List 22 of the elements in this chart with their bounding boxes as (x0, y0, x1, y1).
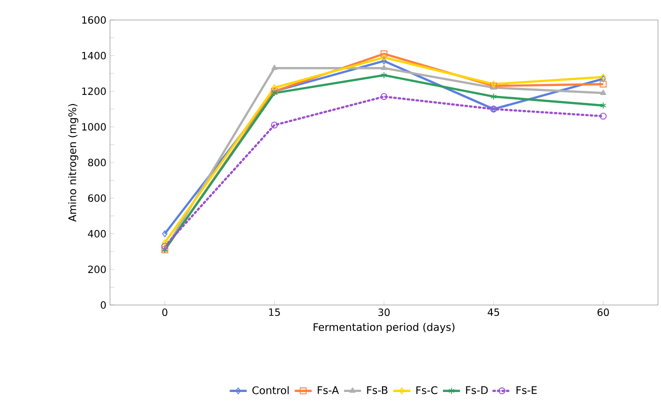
y-tick-label: 1200 (82, 87, 106, 96)
y-tick-label: 1400 (82, 52, 106, 60)
y-tick-label: 1000 (82, 123, 106, 131)
legend-label: Fs-A (318, 386, 339, 394)
x-tick-label: 15 (269, 308, 280, 316)
y-tick-label: 800 (88, 158, 106, 166)
legend-label: Fs-C (416, 386, 438, 394)
y-tick-label: 1600 (82, 16, 106, 24)
y-tick-label: 600 (88, 194, 106, 202)
y-tick-label: 400 (88, 230, 106, 238)
legend-label: Fs-B (367, 386, 388, 394)
x-tick-label: 60 (598, 308, 609, 316)
x-axis-title: Fermentation period (days) (314, 322, 454, 334)
y-tick-label: 0 (100, 301, 106, 309)
legend-label: Fs-D (466, 386, 488, 394)
x-tick-label: 0 (162, 308, 168, 316)
legend-label: Control (252, 386, 289, 394)
y-axis-title: Amino nitrogen (mg%) (68, 104, 78, 222)
x-tick-label: 30 (378, 308, 390, 316)
y-tick-label: 200 (88, 266, 106, 274)
x-tick-label: 45 (488, 308, 500, 316)
legend-label: Fs-E (516, 386, 537, 394)
